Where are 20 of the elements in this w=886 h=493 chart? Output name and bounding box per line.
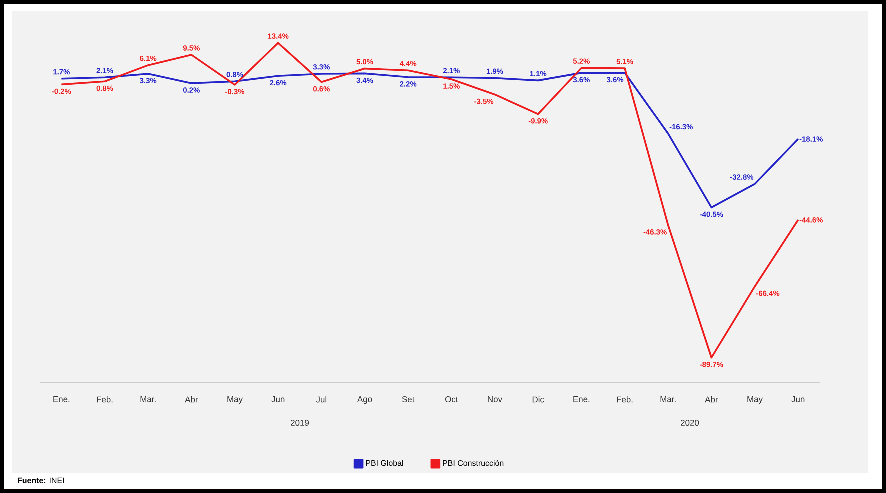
x-tick-label: Ene.	[54, 396, 70, 402]
x-tick-label: Mar.	[140, 396, 156, 402]
x-tick-label: Mar.	[660, 396, 676, 402]
x-tick-label: Feb.	[617, 396, 633, 403]
x-tick-label: Dic	[532, 396, 544, 403]
x-tick-label: Set	[402, 396, 415, 402]
x-tick-label: Ene.	[574, 396, 590, 402]
text: 2020	[681, 420, 700, 426]
x-tick-label: Ago	[357, 396, 372, 404]
x-tick-label: Nov	[488, 396, 503, 402]
x-tick-label: Abr	[705, 396, 718, 403]
x-tick-label: Jun	[792, 396, 805, 402]
x-tick-label: May	[748, 396, 763, 404]
x-tick-label: Abr	[185, 396, 198, 403]
x-tick-label: Jun	[272, 396, 285, 402]
x-tick-label: Jul	[316, 396, 327, 403]
text: 2019	[291, 420, 310, 426]
x-tick-label: Oct	[445, 396, 458, 402]
x-tick-label: May	[228, 396, 243, 404]
x-tick-label: Feb.	[97, 396, 113, 403]
